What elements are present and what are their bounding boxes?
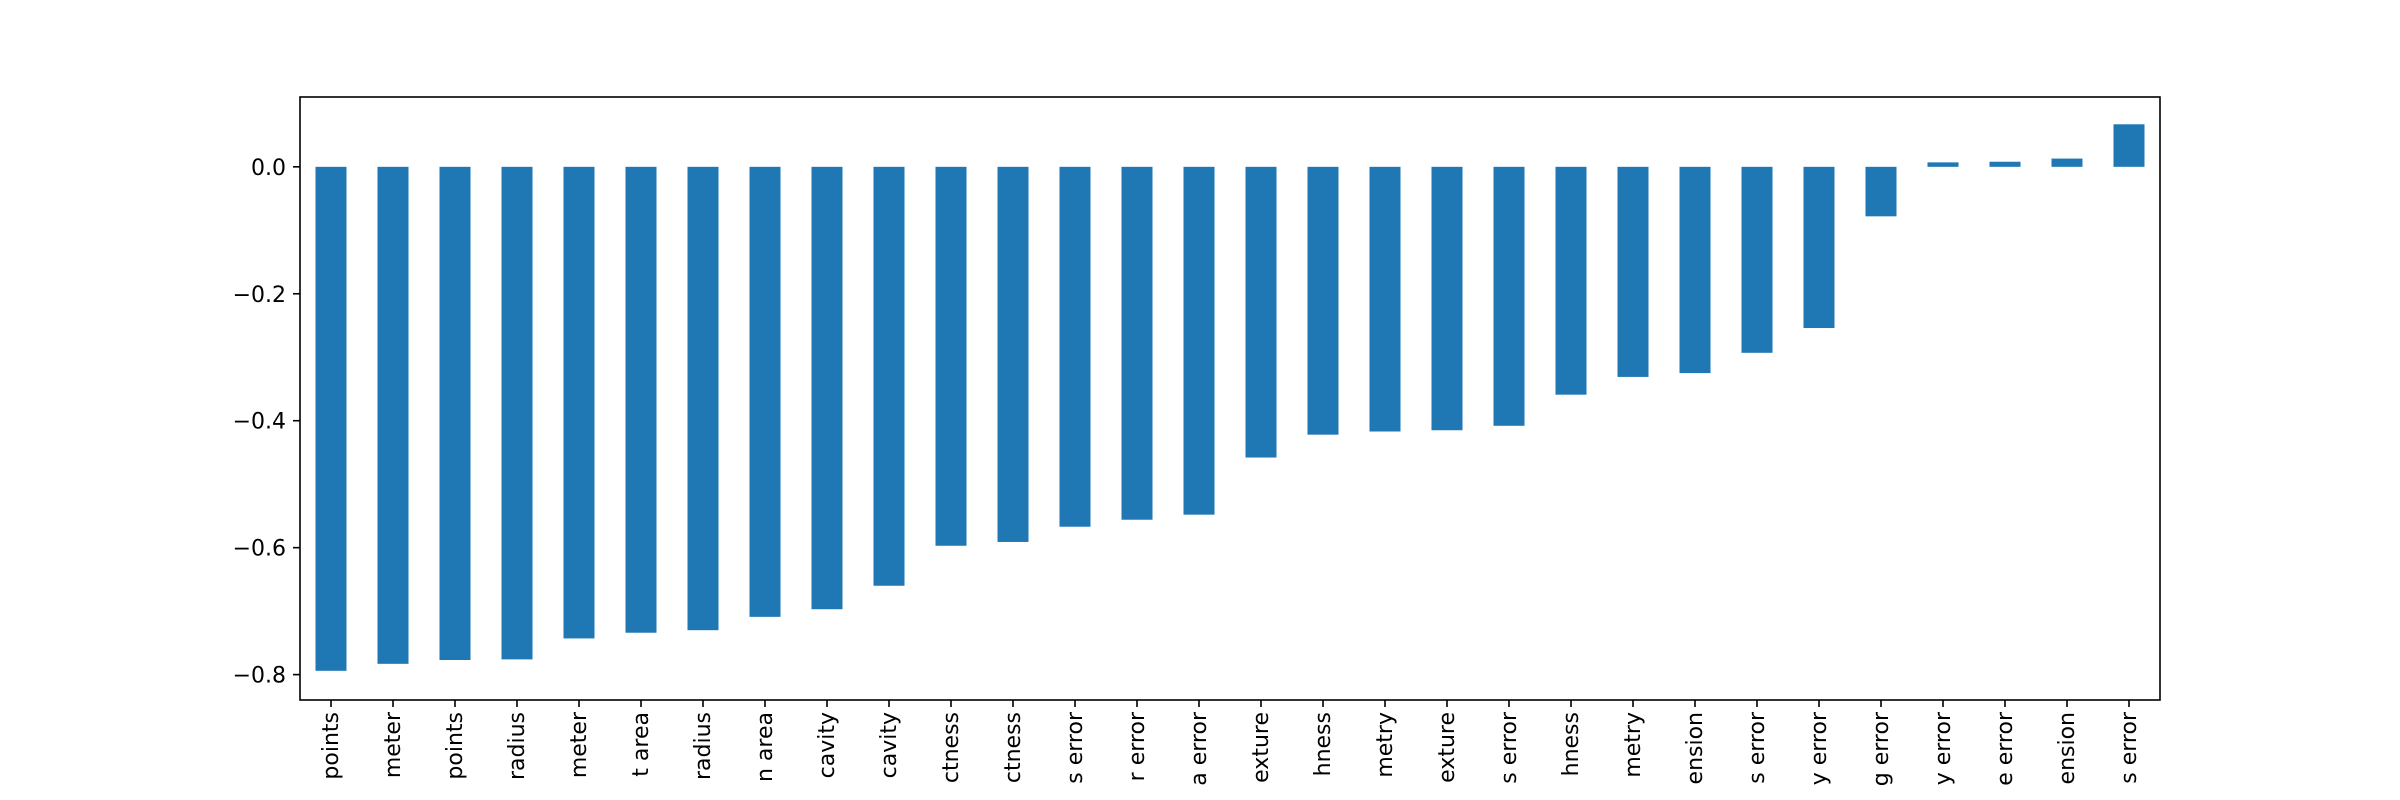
- bar-12: [997, 166, 1029, 542]
- bar-9: [811, 166, 843, 610]
- plot-area-frame: [299, 96, 2161, 701]
- x-tick-label-27: y error: [1931, 711, 1956, 785]
- y-tick-label-4: −0.6: [233, 537, 286, 562]
- bar-25: [1803, 166, 1835, 329]
- x-tick-label-6: t area: [629, 712, 654, 777]
- x-tick-label-12: ctness: [1001, 712, 1026, 783]
- bar-22: [1617, 166, 1649, 377]
- bar-17: [1307, 166, 1339, 435]
- x-tick-label-3: points: [443, 712, 468, 780]
- bars-layer: [315, 124, 2145, 671]
- bar-1: [315, 166, 347, 671]
- bar-11: [935, 166, 967, 546]
- x-tick-label-16: exture: [1249, 712, 1274, 783]
- x-tick-label-23: ension: [1683, 712, 1708, 784]
- x-tick-label-26: g error: [1869, 711, 1894, 786]
- x-tick-label-22: metry: [1621, 712, 1646, 778]
- y-tick-label-1: 0.0: [251, 156, 286, 181]
- x-tick-label-29: ension: [2055, 712, 2080, 784]
- x-tick-label-24: s error: [1745, 711, 1770, 784]
- x-tick-label-4: radius: [505, 712, 530, 780]
- x-tick-label-20: s error: [1497, 711, 1522, 784]
- y-tick-label-3: −0.4: [233, 410, 286, 435]
- bar-8: [749, 166, 781, 617]
- bar-23: [1679, 166, 1711, 374]
- x-tick-label-28: e error: [1993, 711, 2018, 786]
- x-tick-label-1: points: [319, 712, 344, 780]
- x-tick-label-19: exture: [1435, 712, 1460, 783]
- bar-20: [1493, 166, 1525, 426]
- bar-16: [1245, 166, 1277, 458]
- x-tick-label-11: ctness: [939, 712, 964, 783]
- x-tick-label-18: metry: [1373, 712, 1398, 778]
- bar-6: [625, 166, 657, 633]
- x-tick-label-30: s error: [2117, 711, 2142, 784]
- y-tick-label-5: −0.8: [233, 664, 286, 689]
- x-tick-label-25: y error: [1807, 711, 1832, 785]
- bar-29: [2051, 158, 2083, 167]
- x-tick-label-10: cavity: [877, 712, 902, 778]
- bar-2: [377, 166, 409, 664]
- bar-10: [873, 166, 905, 586]
- y-tick-label-2: −0.2: [233, 283, 286, 308]
- bar-28: [1989, 161, 2021, 167]
- bar-3: [439, 166, 471, 661]
- bar-13: [1059, 166, 1091, 527]
- bar-7: [687, 166, 719, 631]
- x-tick-label-8: n area: [753, 712, 778, 782]
- x-tick-label-7: radius: [691, 712, 716, 780]
- x-tick-label-2: meter: [381, 711, 406, 778]
- bar-24: [1741, 166, 1773, 353]
- bar-30: [2113, 124, 2145, 167]
- bar-5: [563, 166, 595, 639]
- x-tick-label-17: hness: [1311, 712, 1336, 776]
- x-tick-label-13: s error: [1063, 711, 1088, 784]
- y-axis: 0.0 −0.2 −0.4 −0.6 −0.8: [233, 156, 300, 689]
- bar-26: [1865, 166, 1897, 217]
- x-tick-label-21: hness: [1559, 712, 1584, 776]
- bar-27: [1927, 162, 1959, 167]
- bar-18: [1369, 166, 1401, 432]
- x-axis: points meter points radius meter t area radius…: [319, 700, 2142, 786]
- x-tick-label-5: meter: [567, 711, 592, 778]
- bar-14: [1121, 166, 1153, 520]
- bar-4: [501, 166, 533, 660]
- bar-15: [1183, 166, 1215, 515]
- x-tick-label-9: cavity: [815, 712, 840, 778]
- bar-21: [1555, 166, 1587, 395]
- bar-19: [1431, 166, 1463, 431]
- x-tick-label-15: a error: [1187, 711, 1212, 786]
- x-tick-label-14: r error: [1125, 711, 1150, 781]
